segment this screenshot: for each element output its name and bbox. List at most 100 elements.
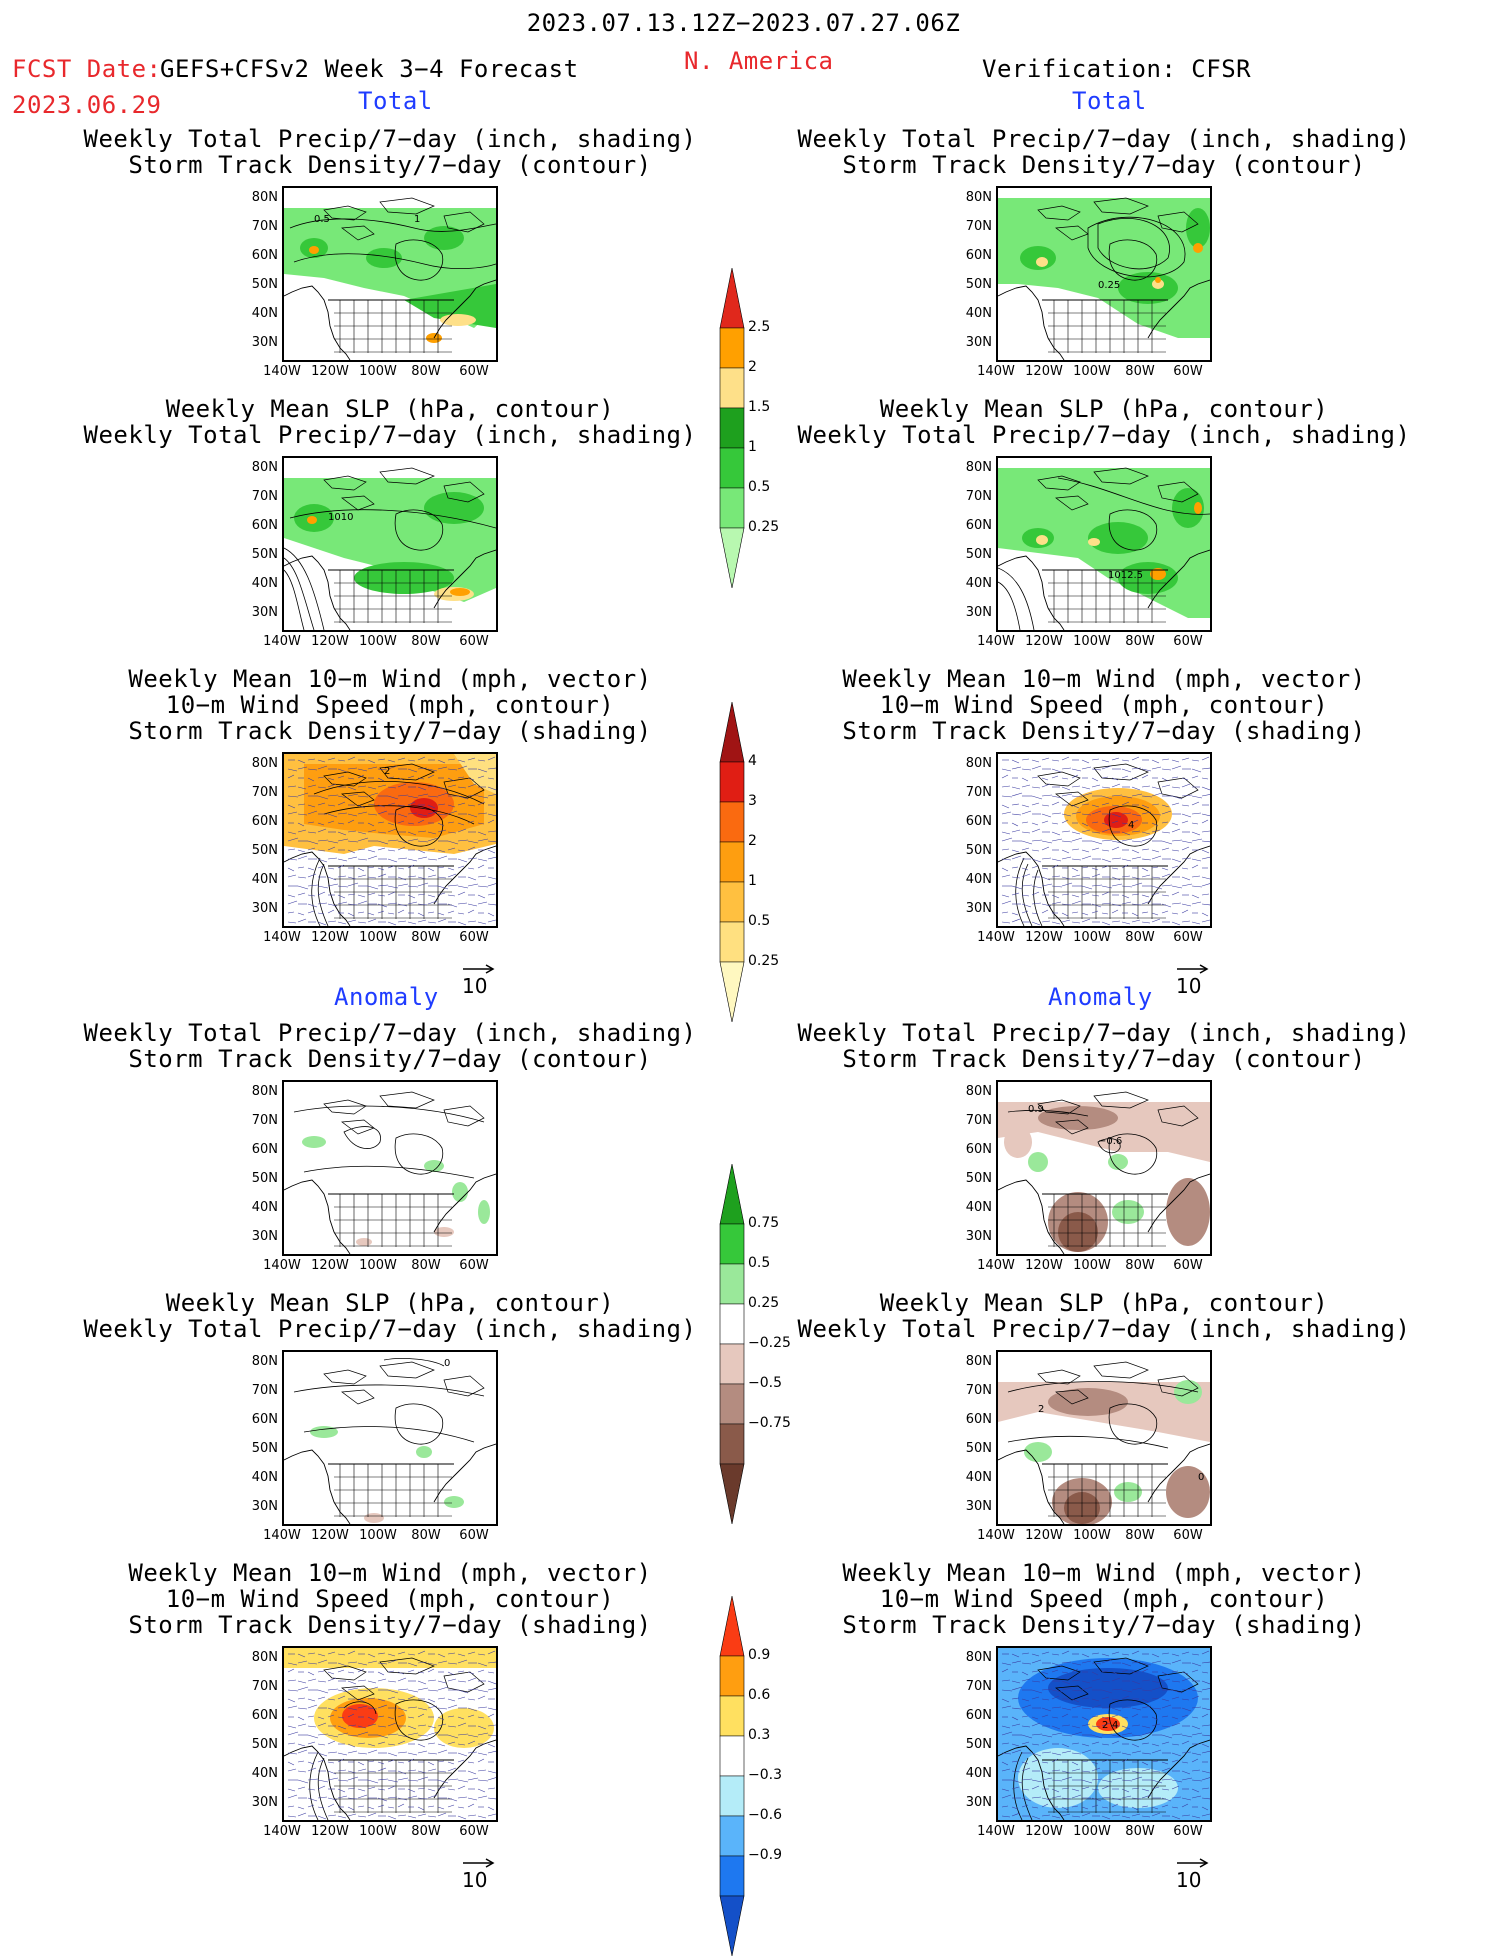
- lon-tick-label: 80W: [1125, 364, 1155, 379]
- fcst-label: FCST Date:: [12, 55, 162, 83]
- lat-tick-label: 50N: [965, 277, 992, 292]
- fcst-model: GEFS+CFSv2 Week 3−4 Forecast: [160, 55, 579, 83]
- lon-tick-label: 60W: [459, 634, 489, 649]
- map-fc-wind-anom: [282, 1646, 498, 1822]
- lon-tick-label: 140W: [263, 634, 301, 649]
- colorbar-label: 0.5: [748, 479, 771, 495]
- colorbar-label: 0.5: [748, 1255, 771, 1271]
- lat-tick-label: 40N: [251, 576, 278, 591]
- colorbar-label: −0.3: [748, 1767, 782, 1783]
- lat-tick-label: 70N: [965, 1383, 992, 1398]
- lon-tick-label: 80W: [1125, 1258, 1155, 1273]
- lon-tick-label: 140W: [263, 1528, 301, 1543]
- lon-tick-label: 80W: [411, 930, 441, 945]
- title-fc-precip-total: Weekly Total Precip/7−day (inch, shading…: [83, 125, 697, 179]
- map-fc-precip-total: 0.5 1: [282, 186, 498, 362]
- region-label: N. America: [684, 47, 834, 75]
- lon-tick-label: 120W: [1025, 1258, 1063, 1273]
- lon-tick-label: 80W: [1125, 1528, 1155, 1543]
- contour-label: 0.5: [314, 214, 330, 225]
- lat-tick-label: 40N: [965, 306, 992, 321]
- lat-tick-label: 50N: [251, 843, 278, 858]
- lat-tick-label: 40N: [251, 1470, 278, 1485]
- colorbar-segment: [719, 761, 745, 803]
- lat-tick-label: 70N: [251, 1679, 278, 1694]
- colorbar-label: 1: [748, 873, 757, 889]
- colorbar-graphic: [719, 1164, 745, 1524]
- colorbar-segment: [719, 1263, 745, 1305]
- lon-tick-label: 100W: [1073, 1258, 1111, 1273]
- lat-tick-label: 50N: [965, 1441, 992, 1456]
- lon-tick-label: 100W: [1073, 1528, 1111, 1543]
- lat-tick-label: 50N: [965, 1737, 992, 1752]
- map-obs-slp-total: 1012.5: [996, 456, 1212, 632]
- colorbar-segment: [719, 961, 745, 1022]
- lon-tick-label: 140W: [263, 1258, 301, 1273]
- colorbar-label: 0.6: [748, 1687, 771, 1703]
- lon-tick-label: 120W: [311, 1528, 349, 1543]
- colorbar-label: 2: [748, 833, 757, 849]
- map-canvas: 1012.5: [998, 458, 1210, 630]
- lat-tick-label: 50N: [251, 547, 278, 562]
- colorbar-segment: [719, 327, 745, 369]
- lat-tick-label: 30N: [251, 605, 278, 620]
- lat-tick-label: 80N: [251, 1650, 278, 1665]
- lon-tick-label: 80W: [1125, 634, 1155, 649]
- lat-tick-label: 80N: [965, 460, 992, 475]
- lat-tick-label: 30N: [965, 1499, 992, 1514]
- lat-tick-label: 30N: [965, 335, 992, 350]
- lat-tick-label: 40N: [965, 872, 992, 887]
- lat-tick-label: 40N: [251, 306, 278, 321]
- title-obs-slp-anom: Weekly Mean SLP (hPa, contour) Weekly Tot…: [797, 1289, 1411, 1343]
- colorbar-segment: [719, 1383, 745, 1425]
- contour-label: 0: [444, 1358, 450, 1369]
- lon-tick-label: 120W: [311, 1258, 349, 1273]
- lat-tick-label: 80N: [251, 1354, 278, 1369]
- title-obs-wind-anom: Weekly Mean 10−m Wind (mph, vector) 10−m …: [842, 1559, 1366, 1639]
- lon-tick-label: 120W: [311, 634, 349, 649]
- lon-tick-label: 100W: [359, 364, 397, 379]
- lat-tick-label: 30N: [251, 1795, 278, 1810]
- lon-tick-label: 60W: [459, 1258, 489, 1273]
- lon-tick-label: 60W: [1173, 364, 1203, 379]
- lon-tick-label: 140W: [977, 1528, 1015, 1543]
- map-canvas: [284, 1648, 496, 1820]
- map-fc-slp-total: 1010: [282, 456, 498, 632]
- lat-tick-label: 80N: [251, 190, 278, 205]
- colorbar-segment: [719, 1463, 745, 1524]
- lon-tick-label: 140W: [263, 1824, 301, 1839]
- lon-tick-label: 60W: [1173, 930, 1203, 945]
- lat-tick-label: 50N: [251, 1737, 278, 1752]
- lat-tick-label: 60N: [251, 1412, 278, 1427]
- lat-tick-label: 60N: [965, 518, 992, 533]
- lat-tick-label: 30N: [251, 335, 278, 350]
- verification-label: Verification: CFSR: [982, 55, 1252, 83]
- title-fc-wind-anom: Weekly Mean 10−m Wind (mph, vector) 10−m …: [128, 1559, 652, 1639]
- vector-ref-obs-total: 10: [1176, 964, 1210, 998]
- map-fc-slp-anom: 0: [282, 1350, 498, 1526]
- colorbar-segment: [719, 1775, 745, 1817]
- contour-label: 1010: [328, 512, 353, 523]
- map-canvas: 1010: [284, 458, 496, 630]
- lon-tick-label: 60W: [459, 364, 489, 379]
- lat-tick-label: 60N: [251, 248, 278, 263]
- lon-tick-label: 80W: [411, 364, 441, 379]
- map-obs-precip-total: 0.25: [996, 186, 1212, 362]
- map-fc-wind-total: 2: [282, 752, 498, 928]
- lat-tick-label: 60N: [965, 1142, 992, 1157]
- vector-ref-value: 10: [1176, 974, 1202, 998]
- lat-tick-label: 40N: [965, 1200, 992, 1215]
- colorbar-segment: [719, 1303, 745, 1345]
- map-fc-precip-anom: [282, 1080, 498, 1256]
- lon-tick-label: 60W: [1173, 1824, 1203, 1839]
- lon-tick-label: 120W: [1025, 634, 1063, 649]
- lon-tick-label: 140W: [977, 364, 1015, 379]
- colorbar-segment: [719, 1164, 745, 1225]
- map-canvas: 0.5 1: [284, 188, 496, 360]
- title-fc-slp-total: Weekly Mean SLP (hPa, contour) Weekly Tot…: [83, 395, 697, 449]
- colorbar-segment: [719, 1655, 745, 1697]
- colorbar-segment: [719, 881, 745, 923]
- lon-tick-label: 60W: [459, 1528, 489, 1543]
